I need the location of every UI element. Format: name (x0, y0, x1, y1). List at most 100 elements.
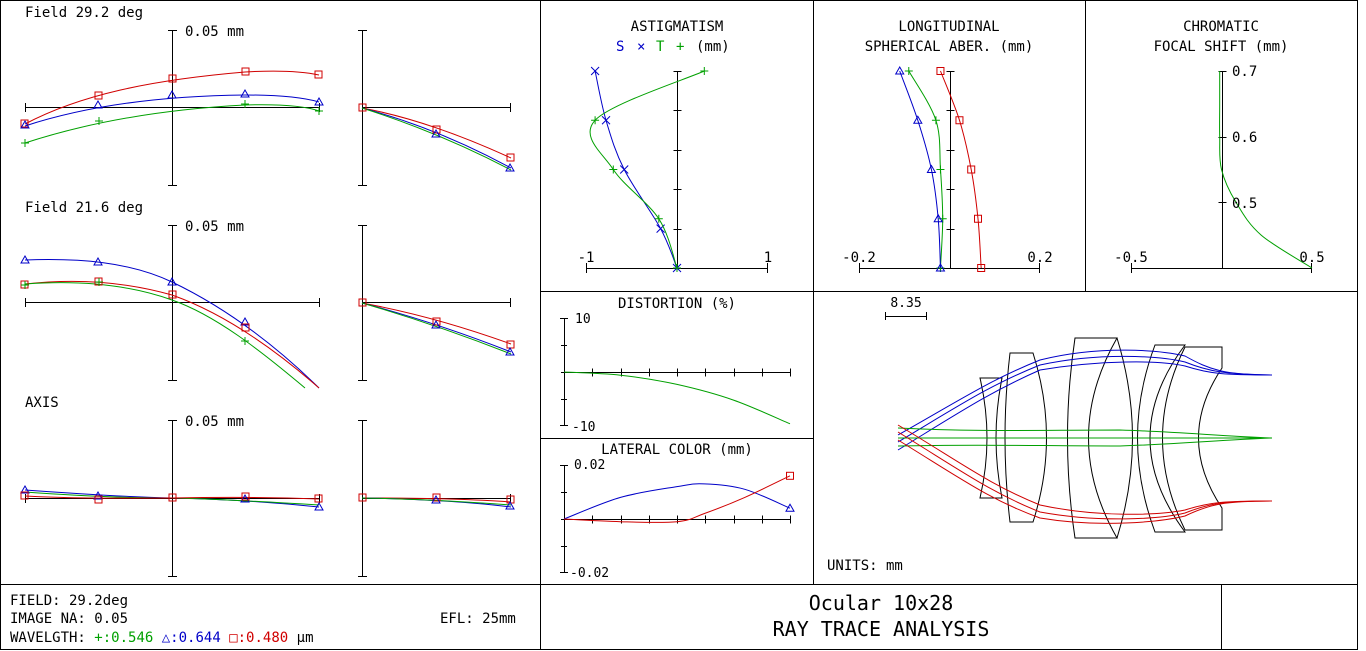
footer-info: FIELD: 29.2deg IMAGE NA: 0.05 EFL: 25mm … (10, 591, 989, 646)
tan-curve-blue (24, 94, 320, 127)
tan-curve-red (24, 70, 320, 125)
lens-element (979, 377, 1003, 499)
ray-blue (897, 361, 1273, 451)
chart-title: LONGITUDINAL (898, 19, 999, 35)
design-title: Ocular 10x28 (809, 591, 954, 615)
ray-green (897, 437, 1273, 447)
marker-square (94, 495, 103, 504)
marker-triangle (926, 164, 937, 173)
marker-plus (95, 117, 103, 125)
tan-curve-red (24, 495, 320, 500)
sag-curve-green (361, 302, 512, 355)
marker-plus (315, 107, 323, 115)
marker-triangle (20, 484, 30, 494)
marker-square (168, 74, 177, 83)
marker-plus (591, 116, 600, 125)
tan-curve-red (24, 280, 320, 389)
marker-plus (931, 116, 940, 125)
ray-red (897, 424, 1273, 515)
series-line-blue (594, 70, 678, 269)
field-label-2: Field 21.6 deg (25, 200, 143, 216)
ray-green (897, 427, 1273, 439)
y-tick-top: 0.02 (574, 458, 605, 473)
legend-s: S (616, 39, 624, 55)
marker-square (241, 67, 250, 76)
marker-triangle (314, 96, 324, 106)
field-label-1: Field 29.2 deg (25, 5, 143, 21)
marker-triangle (167, 89, 177, 99)
marker-triangle (240, 316, 250, 326)
ray-blue (897, 349, 1273, 436)
legend-x-marker: × (637, 39, 645, 55)
series-line-red (940, 70, 982, 269)
chart-subtitle: FOCAL SHIFT (mm) (1154, 39, 1289, 55)
units-label: UNITS: mm (827, 558, 903, 574)
wavelength-blue: △:0.644 (162, 630, 221, 646)
field-scale-3: 0.05 mm (185, 414, 244, 430)
marker-plus (654, 214, 663, 223)
marker-square (168, 290, 177, 299)
marker-triangle (431, 128, 441, 138)
ray-blue (897, 355, 1273, 443)
plot-area (1131, 71, 1313, 273)
marker-triangle (314, 501, 324, 511)
marker-x (619, 165, 629, 174)
marker-square (955, 116, 964, 125)
marker-square (432, 125, 441, 134)
marker-square (977, 264, 986, 272)
ray-fan-curves-3 (20, 484, 515, 511)
tan-curve-green (24, 104, 320, 144)
marker-plus (241, 100, 249, 108)
marker-plus (21, 281, 29, 289)
chart-title: LATERAL COLOR (mm) (601, 442, 753, 458)
chart-title: CHROMATIC (1183, 19, 1259, 35)
field-info: FIELD: 29.2deg (10, 593, 128, 609)
marker-square (20, 119, 29, 128)
ray-fan-curves-2 (20, 254, 515, 389)
legend-t: T (656, 39, 665, 55)
marker-square (786, 471, 794, 480)
series-line-green (1219, 71, 1313, 269)
ray-fan-curves-1 (20, 67, 515, 172)
tan-curve-blue (24, 259, 320, 389)
astigmatism-chart: ASTIGMATISM S × T + (mm) -1 1 (578, 19, 772, 273)
sag-curve-red (361, 107, 512, 159)
marker-triangle (240, 88, 250, 98)
marker-triangle (93, 99, 103, 109)
scale-bar (885, 312, 927, 320)
marker-square (506, 340, 515, 349)
legend-unit: (mm) (696, 39, 730, 55)
marker-square (967, 165, 976, 174)
y-tick-mid: 0.6 (1232, 130, 1257, 146)
marker-triangle (240, 493, 250, 503)
marker-triangle (933, 213, 944, 223)
marker-plus (609, 165, 618, 174)
marker-plus (21, 139, 29, 147)
marker-plus (904, 67, 913, 75)
series-line-blue (563, 483, 791, 520)
chart-title: DISTORTION (%) (618, 296, 736, 312)
plot-area (560, 465, 795, 573)
marker-triangle (20, 119, 30, 129)
series-line-green (563, 371, 791, 425)
marker-square (358, 493, 367, 502)
scale-bar-label: 8.35 (890, 296, 921, 311)
legend-plus-marker: + (676, 39, 684, 55)
field-scale-1: 0.05 mm (185, 24, 244, 40)
marker-square (358, 103, 367, 112)
efl-info: EFL: 25mm (440, 611, 516, 627)
marker-square (506, 153, 515, 162)
field-scale-2: 0.05 mm (185, 219, 244, 235)
chart-title: ASTIGMATISM (631, 19, 724, 35)
wavelength-prefix: WAVELGTH: (10, 630, 86, 646)
chart-subtitle: SPHERICAL ABER. (mm) (865, 39, 1034, 55)
y-tick-bottom: 0.5 (1232, 196, 1257, 212)
plot-area (586, 66, 768, 273)
plot-area (859, 65, 1040, 273)
marker-triangle (167, 276, 177, 286)
marker-square (358, 298, 367, 307)
analysis-title: RAY TRACE ANALYSIS (773, 617, 990, 641)
marker-square (241, 323, 250, 332)
marker-square (432, 493, 441, 502)
